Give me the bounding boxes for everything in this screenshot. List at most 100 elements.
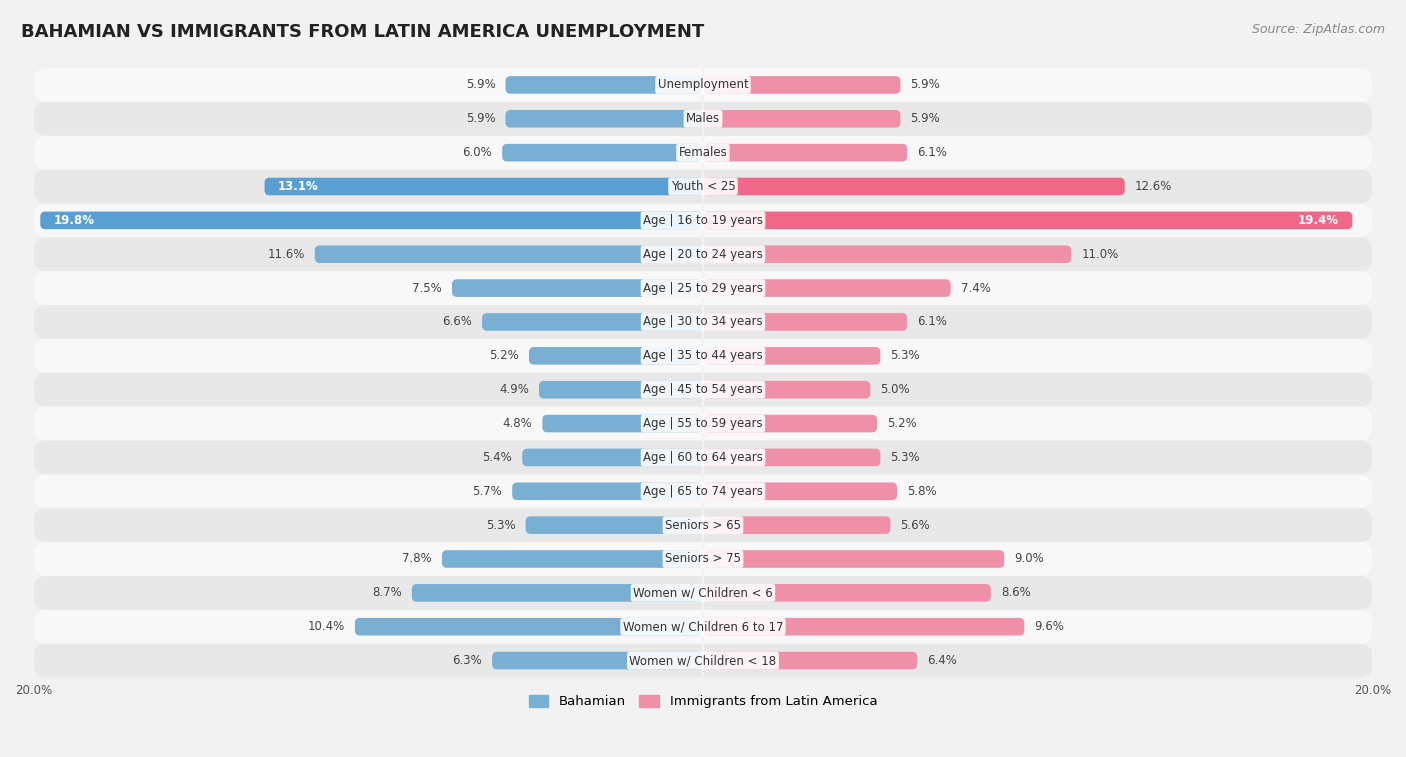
Text: 5.3%: 5.3% bbox=[890, 349, 920, 363]
Text: Age | 30 to 34 years: Age | 30 to 34 years bbox=[643, 316, 763, 329]
FancyBboxPatch shape bbox=[703, 347, 880, 365]
FancyBboxPatch shape bbox=[34, 542, 1372, 576]
FancyBboxPatch shape bbox=[703, 381, 870, 398]
Text: Youth < 25: Youth < 25 bbox=[671, 180, 735, 193]
Text: 5.9%: 5.9% bbox=[911, 79, 941, 92]
FancyBboxPatch shape bbox=[703, 178, 1125, 195]
Text: 8.7%: 8.7% bbox=[373, 587, 402, 600]
Text: 4.8%: 4.8% bbox=[502, 417, 533, 430]
FancyBboxPatch shape bbox=[412, 584, 703, 602]
FancyBboxPatch shape bbox=[522, 449, 703, 466]
Text: Seniors > 65: Seniors > 65 bbox=[665, 519, 741, 531]
Text: 6.6%: 6.6% bbox=[441, 316, 472, 329]
Text: Seniors > 75: Seniors > 75 bbox=[665, 553, 741, 565]
FancyBboxPatch shape bbox=[41, 211, 703, 229]
FancyBboxPatch shape bbox=[543, 415, 703, 432]
Text: 7.8%: 7.8% bbox=[402, 553, 432, 565]
FancyBboxPatch shape bbox=[502, 144, 703, 161]
Text: BAHAMIAN VS IMMIGRANTS FROM LATIN AMERICA UNEMPLOYMENT: BAHAMIAN VS IMMIGRANTS FROM LATIN AMERIC… bbox=[21, 23, 704, 41]
Text: 5.9%: 5.9% bbox=[465, 112, 495, 126]
Text: Age | 16 to 19 years: Age | 16 to 19 years bbox=[643, 214, 763, 227]
Text: 9.6%: 9.6% bbox=[1035, 620, 1064, 633]
FancyBboxPatch shape bbox=[34, 102, 1372, 136]
Text: 6.1%: 6.1% bbox=[917, 146, 948, 159]
FancyBboxPatch shape bbox=[703, 110, 900, 128]
FancyBboxPatch shape bbox=[34, 610, 1372, 643]
Text: Males: Males bbox=[686, 112, 720, 126]
Text: 6.3%: 6.3% bbox=[453, 654, 482, 667]
FancyBboxPatch shape bbox=[703, 279, 950, 297]
FancyBboxPatch shape bbox=[703, 449, 880, 466]
Text: 5.9%: 5.9% bbox=[911, 112, 941, 126]
FancyBboxPatch shape bbox=[34, 204, 1372, 237]
Text: Unemployment: Unemployment bbox=[658, 79, 748, 92]
FancyBboxPatch shape bbox=[506, 110, 703, 128]
Text: Age | 20 to 24 years: Age | 20 to 24 years bbox=[643, 248, 763, 260]
Text: Age | 25 to 29 years: Age | 25 to 29 years bbox=[643, 282, 763, 294]
FancyBboxPatch shape bbox=[538, 381, 703, 398]
Text: 7.5%: 7.5% bbox=[412, 282, 441, 294]
Text: Age | 55 to 59 years: Age | 55 to 59 years bbox=[643, 417, 763, 430]
Text: 8.6%: 8.6% bbox=[1001, 587, 1031, 600]
FancyBboxPatch shape bbox=[34, 576, 1372, 610]
Text: Age | 45 to 54 years: Age | 45 to 54 years bbox=[643, 383, 763, 396]
FancyBboxPatch shape bbox=[354, 618, 703, 636]
Text: 12.6%: 12.6% bbox=[1135, 180, 1173, 193]
Text: 19.8%: 19.8% bbox=[53, 214, 94, 227]
FancyBboxPatch shape bbox=[506, 76, 703, 94]
Text: 11.6%: 11.6% bbox=[267, 248, 305, 260]
FancyBboxPatch shape bbox=[34, 372, 1372, 407]
Text: Women w/ Children 6 to 17: Women w/ Children 6 to 17 bbox=[623, 620, 783, 633]
Text: Females: Females bbox=[679, 146, 727, 159]
Text: Age | 65 to 74 years: Age | 65 to 74 years bbox=[643, 484, 763, 498]
FancyBboxPatch shape bbox=[34, 237, 1372, 271]
FancyBboxPatch shape bbox=[703, 516, 890, 534]
FancyBboxPatch shape bbox=[34, 643, 1372, 678]
Text: Women w/ Children < 18: Women w/ Children < 18 bbox=[630, 654, 776, 667]
FancyBboxPatch shape bbox=[34, 441, 1372, 475]
FancyBboxPatch shape bbox=[34, 136, 1372, 170]
Text: Age | 35 to 44 years: Age | 35 to 44 years bbox=[643, 349, 763, 363]
Text: Age | 60 to 64 years: Age | 60 to 64 years bbox=[643, 451, 763, 464]
Text: 9.0%: 9.0% bbox=[1014, 553, 1045, 565]
FancyBboxPatch shape bbox=[34, 271, 1372, 305]
FancyBboxPatch shape bbox=[34, 407, 1372, 441]
FancyBboxPatch shape bbox=[703, 211, 1353, 229]
FancyBboxPatch shape bbox=[264, 178, 703, 195]
FancyBboxPatch shape bbox=[34, 170, 1372, 204]
FancyBboxPatch shape bbox=[703, 245, 1071, 263]
Text: 6.4%: 6.4% bbox=[928, 654, 957, 667]
FancyBboxPatch shape bbox=[34, 475, 1372, 508]
Text: 13.1%: 13.1% bbox=[278, 180, 319, 193]
Text: 5.2%: 5.2% bbox=[489, 349, 519, 363]
Text: 5.8%: 5.8% bbox=[907, 484, 936, 498]
Legend: Bahamian, Immigrants from Latin America: Bahamian, Immigrants from Latin America bbox=[523, 690, 883, 714]
FancyBboxPatch shape bbox=[703, 144, 907, 161]
Text: 5.3%: 5.3% bbox=[890, 451, 920, 464]
FancyBboxPatch shape bbox=[492, 652, 703, 669]
Text: 11.0%: 11.0% bbox=[1081, 248, 1119, 260]
FancyBboxPatch shape bbox=[34, 68, 1372, 102]
Text: 19.4%: 19.4% bbox=[1298, 214, 1339, 227]
Text: 5.4%: 5.4% bbox=[482, 451, 512, 464]
Text: 5.9%: 5.9% bbox=[465, 79, 495, 92]
FancyBboxPatch shape bbox=[441, 550, 703, 568]
Text: 7.4%: 7.4% bbox=[960, 282, 991, 294]
FancyBboxPatch shape bbox=[34, 305, 1372, 339]
FancyBboxPatch shape bbox=[451, 279, 703, 297]
FancyBboxPatch shape bbox=[482, 313, 703, 331]
FancyBboxPatch shape bbox=[34, 508, 1372, 542]
FancyBboxPatch shape bbox=[703, 618, 1025, 636]
FancyBboxPatch shape bbox=[512, 482, 703, 500]
FancyBboxPatch shape bbox=[703, 584, 991, 602]
Text: 5.6%: 5.6% bbox=[900, 519, 931, 531]
Text: 6.0%: 6.0% bbox=[463, 146, 492, 159]
Text: 4.9%: 4.9% bbox=[499, 383, 529, 396]
Text: 10.4%: 10.4% bbox=[308, 620, 344, 633]
Text: 6.1%: 6.1% bbox=[917, 316, 948, 329]
FancyBboxPatch shape bbox=[526, 516, 703, 534]
FancyBboxPatch shape bbox=[703, 550, 1004, 568]
Text: Source: ZipAtlas.com: Source: ZipAtlas.com bbox=[1251, 23, 1385, 36]
Text: Women w/ Children < 6: Women w/ Children < 6 bbox=[633, 587, 773, 600]
Text: 5.3%: 5.3% bbox=[486, 519, 516, 531]
